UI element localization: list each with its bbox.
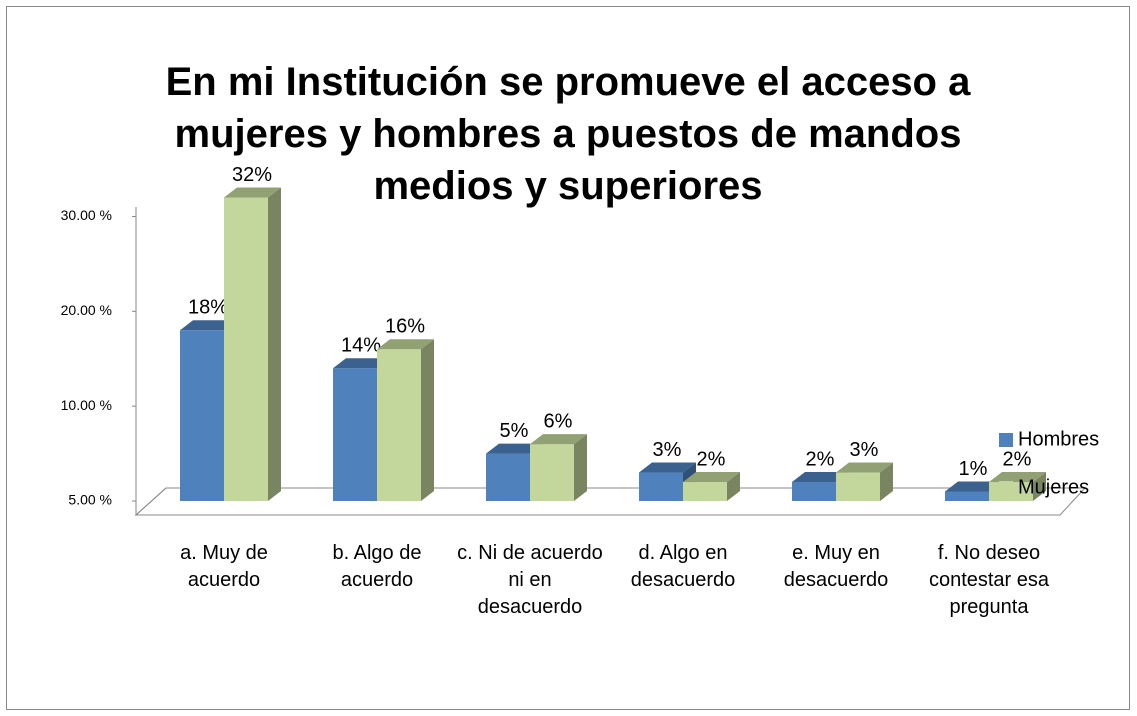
y-tick-label: 30.00 % (61, 207, 112, 223)
bar-side (421, 339, 434, 501)
x-tick-label: f. No deseo contestar esa pregunta (928, 542, 1050, 618)
bar-top (180, 320, 237, 331)
legend-label: Hombres (1018, 428, 1099, 450)
bar-front (377, 349, 421, 501)
bar (530, 434, 587, 501)
bar-front (945, 491, 989, 501)
bar (377, 339, 434, 501)
chart-title: En mi Institución se promueve el acceso … (165, 60, 971, 208)
chart-frame (6, 6, 1130, 710)
data-label: 14% (341, 335, 381, 357)
floor (134, 487, 1087, 516)
x-tick-label: c. Ni de acuerdo ni en desacuerdo (457, 542, 603, 618)
bar-front (792, 482, 836, 501)
bar-front (530, 444, 574, 501)
bar-side (574, 434, 587, 501)
bar-top (530, 434, 587, 445)
bar-top (333, 358, 390, 369)
data-label: 6% (544, 410, 573, 432)
data-label: 18% (188, 297, 228, 319)
bar-top (989, 472, 1046, 483)
y-tick-label: 5.00 % (68, 492, 112, 508)
bar-top (377, 339, 434, 350)
y-tick-label: 10.00 % (61, 397, 112, 413)
bar-front (224, 197, 268, 502)
bar (683, 472, 740, 501)
bar-top (639, 462, 696, 473)
legend-swatch (999, 433, 1013, 447)
bar-top (836, 462, 893, 473)
axis-line (135, 207, 167, 517)
x-tick-label: b. Algo de acuerdo (332, 542, 422, 591)
data-label: 2% (806, 448, 835, 470)
bar-front (639, 472, 683, 501)
data-label: 3% (653, 439, 682, 461)
data-label: 2% (697, 448, 726, 470)
data-label: 2% (1003, 448, 1032, 470)
bar (836, 462, 893, 501)
x-tick-label: a. Muy de acuerdo (180, 542, 268, 591)
bar-front (683, 482, 727, 501)
bar-top (683, 472, 740, 483)
bar-side (268, 187, 281, 502)
bar (224, 187, 281, 502)
bar-front (836, 472, 880, 501)
x-tick-label: e. Muy en desacuerdo (783, 542, 889, 591)
legend-label: Mujeres (1018, 476, 1089, 498)
bar-side (880, 462, 893, 501)
bar-front (180, 330, 224, 501)
bar-front (486, 453, 530, 501)
bar-top (486, 443, 543, 454)
bar-front (333, 368, 377, 501)
x-tick-label: d. Algo en desacuerdo (630, 542, 736, 591)
y-tick-label: 20.00 % (61, 302, 112, 318)
bar-side (1033, 472, 1046, 501)
bar-top (792, 472, 849, 483)
data-label: 5% (500, 420, 529, 442)
data-label: 1% (959, 458, 988, 480)
data-label: 16% (385, 316, 425, 338)
data-label: 3% (850, 439, 879, 461)
legend-swatch (999, 481, 1013, 495)
bar-top (224, 187, 281, 198)
bar-side (727, 472, 740, 501)
bar-top (945, 481, 1002, 492)
data-label: 32% (232, 164, 272, 186)
